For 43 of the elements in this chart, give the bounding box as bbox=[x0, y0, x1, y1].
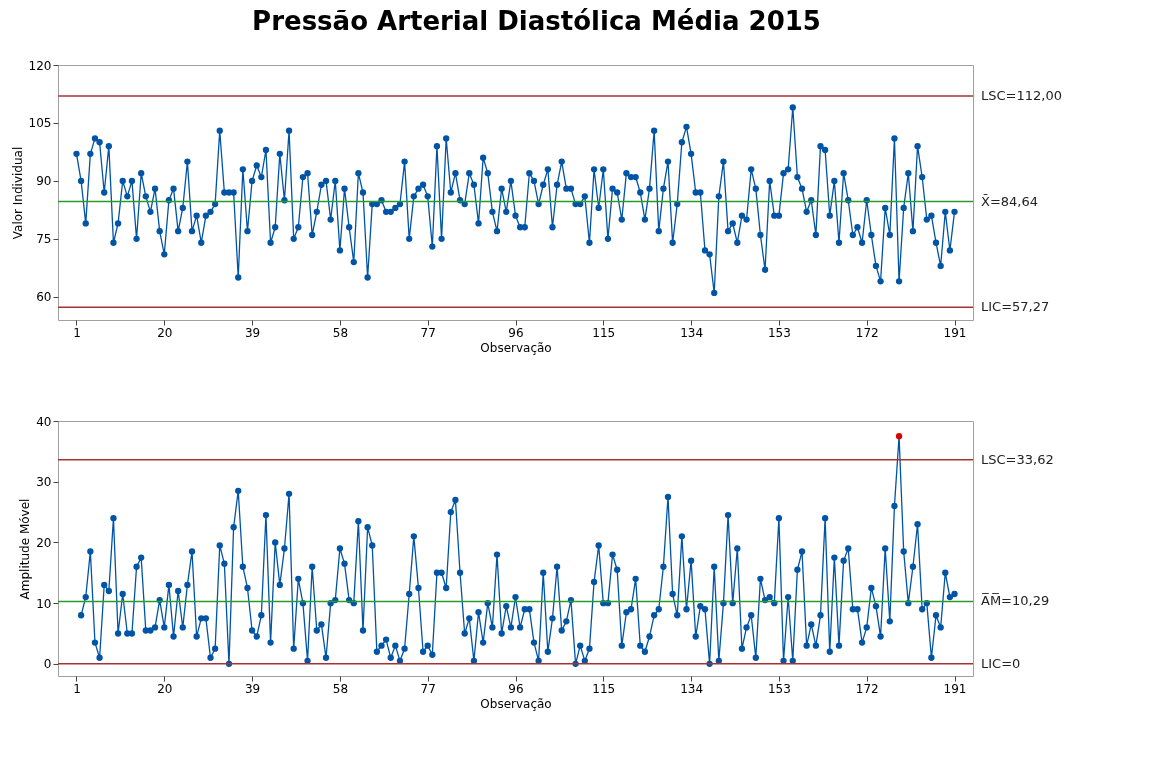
ref-line-label: X̄=84,64 bbox=[981, 193, 1039, 209]
y-axis-title: Valor Individual bbox=[10, 146, 25, 240]
x-tick-label: 58 bbox=[332, 325, 349, 340]
x-tick-label: 153 bbox=[767, 325, 791, 340]
x-tick-label: 134 bbox=[680, 325, 704, 340]
x-tick-label: 115 bbox=[592, 325, 616, 340]
x-axis-title: Observação bbox=[480, 340, 552, 355]
x-tick-label: 115 bbox=[592, 681, 616, 696]
x-tick-label: 20 bbox=[157, 681, 173, 696]
x-tick-label: 153 bbox=[767, 681, 791, 696]
y-tick-label: 40 bbox=[36, 414, 52, 429]
x-tick-label: 96 bbox=[508, 681, 524, 696]
x-tick-label: 77 bbox=[420, 681, 436, 696]
x-tick-label: 39 bbox=[244, 325, 261, 340]
x-tick-label: 172 bbox=[855, 681, 879, 696]
ref-line-label: LIC=57,27 bbox=[981, 299, 1050, 315]
y-tick-label: 75 bbox=[36, 232, 52, 247]
x-axis-title: Observação bbox=[480, 696, 552, 711]
ref-line-label: LSC=112,00 bbox=[981, 87, 1062, 103]
x-tick-label: 191 bbox=[943, 681, 967, 696]
x-tick-label: 191 bbox=[943, 325, 967, 340]
x-tick-label: 39 bbox=[244, 681, 261, 696]
y-tick-label: 60 bbox=[36, 290, 52, 305]
x-tick-label: 1 bbox=[73, 325, 81, 340]
y-tick-label: 90 bbox=[36, 174, 52, 189]
y-tick-label: 30 bbox=[36, 475, 52, 490]
x-tick-label: 172 bbox=[855, 325, 879, 340]
y-tick-label: 120 bbox=[28, 58, 52, 73]
x-tick-label: 77 bbox=[420, 325, 436, 340]
ref-line-label: A̅M̅=10,29 bbox=[981, 593, 1050, 609]
ref-line-label: LSC=33,62 bbox=[981, 451, 1054, 467]
x-tick-label: 1 bbox=[73, 681, 81, 696]
y-tick-label: 105 bbox=[28, 116, 52, 131]
y-tick-label: 20 bbox=[36, 535, 52, 550]
x-tick-label: 134 bbox=[680, 681, 704, 696]
y-axis-title: Amplitude Móvel bbox=[18, 498, 33, 600]
ref-line-label: LIC=0 bbox=[981, 655, 1021, 671]
x-tick-label: 58 bbox=[332, 681, 349, 696]
y-tick-label: 0 bbox=[43, 657, 52, 672]
y-tick-label: 10 bbox=[36, 596, 52, 611]
x-tick-label: 96 bbox=[508, 325, 524, 340]
chart-title: Pressão Arterial Diastólica Média 2015 bbox=[252, 5, 821, 36]
x-tick-label: 20 bbox=[157, 325, 173, 340]
